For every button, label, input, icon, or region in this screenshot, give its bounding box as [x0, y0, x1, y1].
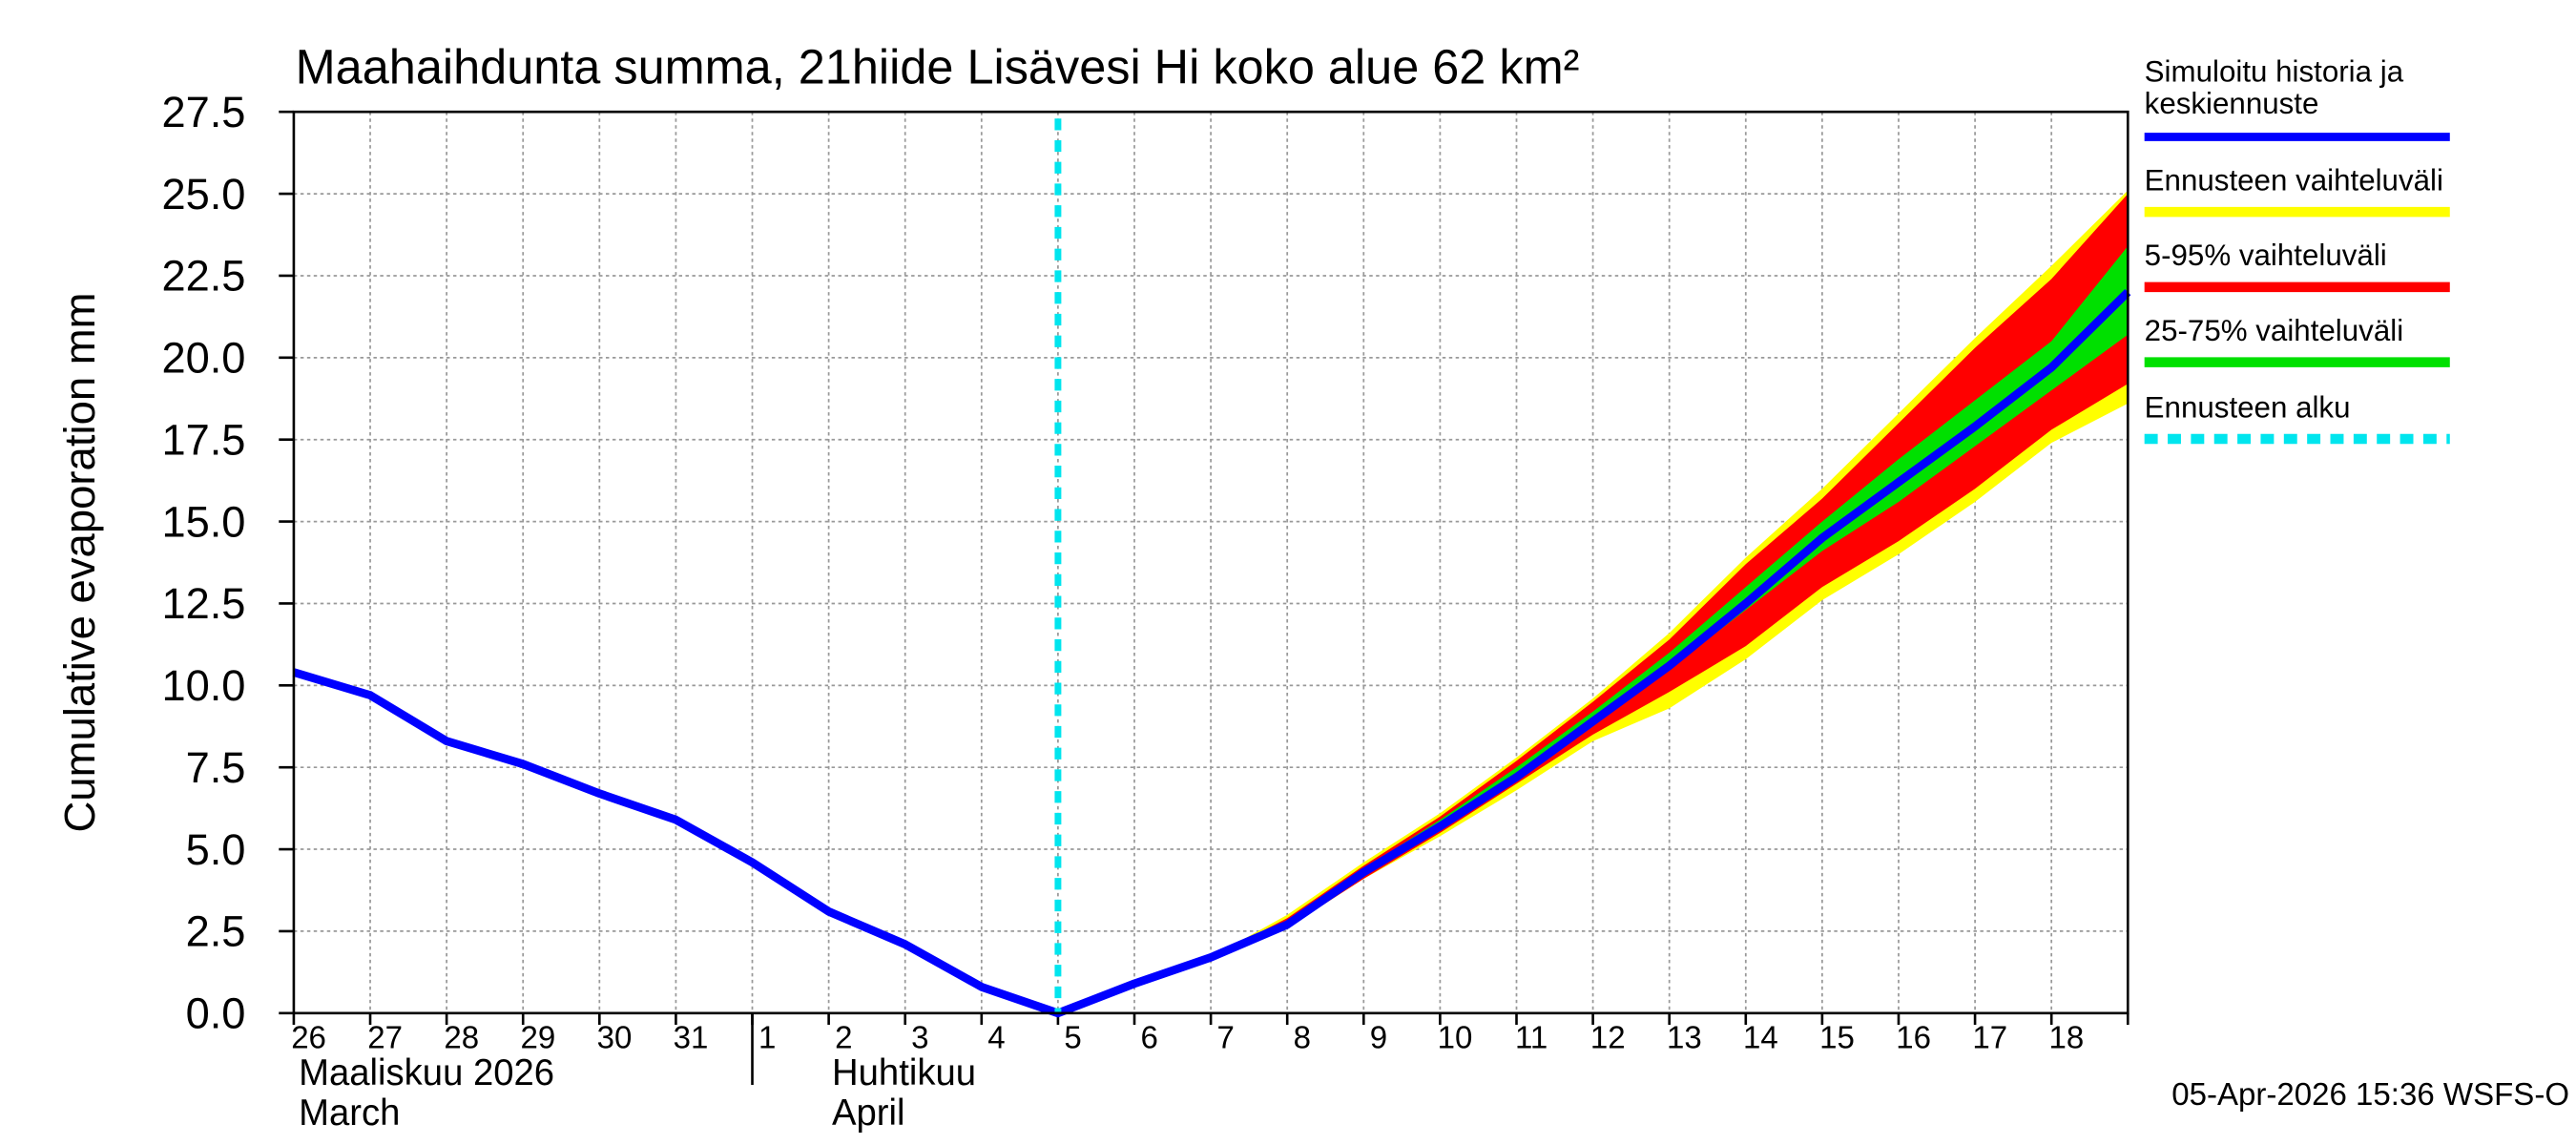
x-tick-label: 3 [911, 1020, 928, 1055]
y-tick-label: 10.0 [161, 661, 245, 710]
y-tick-label: 0.0 [186, 989, 246, 1037]
y-tick-label: 7.5 [186, 743, 246, 792]
x-tick-label: 18 [2048, 1020, 2084, 1055]
y-tick-label: 27.5 [161, 88, 245, 136]
x-tick-label: 1 [758, 1020, 776, 1055]
y-tick-label: 2.5 [186, 907, 246, 956]
y-tick-label: 15.0 [161, 497, 245, 546]
x-tick-label: 4 [987, 1020, 1005, 1055]
x-tick-label: 2 [835, 1020, 852, 1055]
x-tick-label: 6 [1140, 1020, 1157, 1055]
x-tick-label: 8 [1294, 1020, 1311, 1055]
month-label: Maaliskuu 2026 [299, 1052, 554, 1093]
y-tick-label: 5.0 [186, 825, 246, 874]
x-tick-label: 10 [1438, 1020, 1473, 1055]
footer: 05-Apr-2026 15:36 WSFS-O [2171, 1077, 2569, 1113]
x-tick-label: 29 [520, 1020, 555, 1055]
legend-label: 5-95% vaihteluväli [2145, 239, 2387, 272]
month-label: March [299, 1093, 400, 1134]
legend-label: 25-75% vaihteluväli [2145, 314, 2403, 347]
legend-label: Ennusteen alku [2145, 390, 2351, 424]
x-tick-label: 11 [1515, 1020, 1548, 1055]
x-tick-label: 28 [444, 1020, 479, 1055]
x-tick-label: 27 [367, 1020, 403, 1055]
x-tick-label: 16 [1896, 1020, 1931, 1055]
month-label: Huhtikuu [832, 1052, 976, 1093]
y-tick-label: 12.5 [161, 579, 245, 628]
plot-frame [292, 110, 2129, 1015]
x-tick-label: 31 [674, 1020, 709, 1055]
y-tick-label: 25.0 [161, 170, 245, 219]
y-tick-label: 22.5 [161, 252, 245, 301]
y-axis-label: Cumulative evaporation mm [55, 292, 104, 832]
x-tick-label: 7 [1217, 1020, 1235, 1055]
history-line [292, 289, 2131, 1018]
y-tick-label: 20.0 [161, 333, 245, 382]
x-tick-label: 9 [1370, 1020, 1387, 1055]
x-tick-label: 30 [597, 1020, 633, 1055]
chart-title: Maahaihdunta summa, 21hiide Lisävesi Hi … [296, 39, 1580, 94]
x-tick-label: 26 [291, 1020, 326, 1055]
x-tick-label: 14 [1743, 1020, 1778, 1055]
legend-label: Simuloitu historia ja [2145, 55, 2404, 89]
x-tick-label: 15 [1819, 1020, 1855, 1055]
x-tick-label: 17 [1972, 1020, 2007, 1055]
x-tick-label: 12 [1590, 1020, 1626, 1055]
x-tick-label: 5 [1064, 1020, 1081, 1055]
legend-label: Ennusteen vaihteluväli [2145, 163, 2443, 197]
y-tick-label: 17.5 [161, 415, 245, 464]
month-label: April [832, 1093, 905, 1134]
legend-label: keskiennuste [2145, 87, 2319, 120]
x-tick-label: 13 [1667, 1020, 1702, 1055]
